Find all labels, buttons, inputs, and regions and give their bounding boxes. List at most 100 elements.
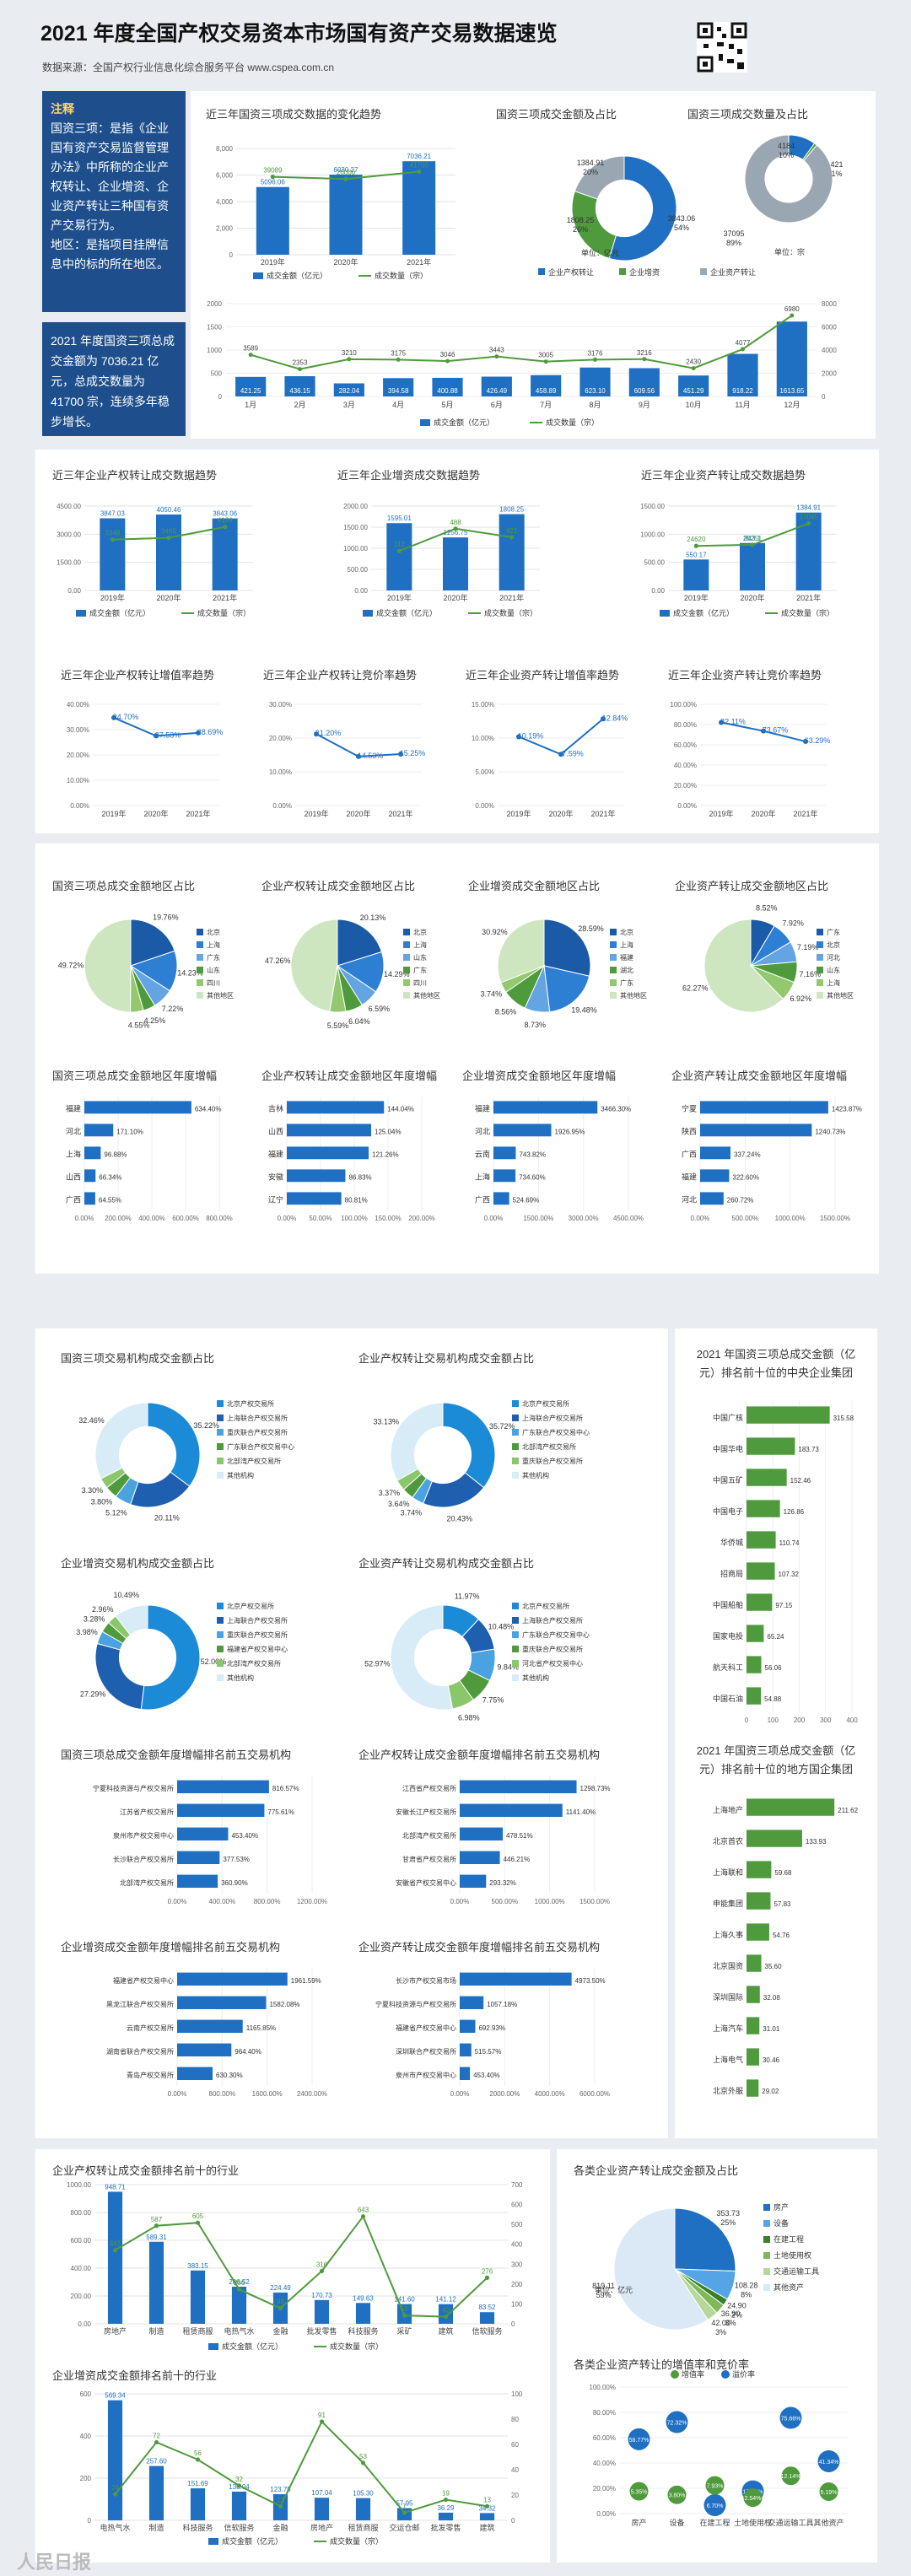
bar-value-label: 171.10%: [116, 1129, 143, 1136]
legend-label: 成交数量（宗）: [330, 2342, 383, 2351]
chart-title: 企业产权转让成交金额地区年度增幅: [261, 1070, 438, 1082]
bar: [333, 383, 364, 396]
bar: [177, 1972, 288, 1986]
growth-bubble: [629, 2482, 649, 2501]
category-label: 江西省产权交易所: [402, 1784, 456, 1792]
line-value-label: 3443: [489, 347, 504, 354]
line-value-label: 3589: [243, 345, 258, 353]
line-value-label: 25251: [743, 535, 763, 542]
pie-slice: [337, 919, 383, 967]
chart-title: 企业产权转让成交金额排名前十的行业: [52, 2164, 240, 2177]
legend-label: 河北省产权交易中心: [522, 1659, 583, 1668]
donut-hole: [118, 1425, 177, 1485]
watermark-logo: 人民日报: [17, 2552, 92, 2573]
chart-title: 企业增资成交金额年度增幅排名前五交易机构: [61, 1941, 281, 1954]
count-point: [741, 347, 745, 352]
bar: [355, 2303, 371, 2324]
legend-swatch: [363, 610, 373, 617]
slice-value-label: 1384.91: [577, 159, 605, 167]
bar: [190, 2270, 206, 2324]
line-value-label: 42: [442, 2307, 450, 2315]
category-label: 中国华电: [713, 1444, 743, 1453]
slice-value-label: 4184: [778, 142, 795, 150]
slice-pct-label: 19.76%: [153, 913, 179, 921]
line-value-label: 91: [318, 2412, 326, 2419]
slice-pct-label: 2.96%: [92, 1605, 114, 1614]
category-label: 上海: [475, 1172, 490, 1182]
slice-pct-label: 6.98%: [458, 1714, 480, 1722]
slice-pct-label: 62.27%: [682, 984, 709, 993]
bar: [386, 523, 412, 590]
bar-value-label: 515.57%: [475, 2048, 502, 2056]
bar-value-label: 421.25: [240, 387, 261, 395]
bar-value-label: 4050.46: [157, 506, 181, 514]
bar-value-label: 948.71: [105, 2183, 126, 2191]
legend-label: 上海联合产权交易所: [522, 1414, 583, 1422]
chart-title: 国资三项成交金额及占比: [496, 108, 617, 121]
count-point: [278, 2305, 283, 2311]
bar-value-label: 126.86: [784, 1508, 805, 1516]
bar-value-label: 293.32%: [489, 1879, 516, 1887]
x-tick-label: 其他资产: [813, 2518, 844, 2527]
bar-value-label: 54.76: [773, 1932, 790, 1939]
bar: [747, 1593, 773, 1611]
legend-swatch: [76, 610, 86, 617]
legend-swatch: [671, 2370, 679, 2379]
count-point: [360, 2214, 366, 2219]
category-label: 安徽省产权交易中心: [396, 1878, 456, 1887]
count-point: [236, 2483, 242, 2488]
bar-value-label: 224.49: [270, 2284, 291, 2292]
bar: [747, 2048, 759, 2066]
bar-value-label: 446.21%: [504, 1856, 531, 1863]
x-tick-label: 2019年: [709, 809, 733, 818]
bar-value-label: 56.06: [765, 1664, 783, 1672]
legend-label: 上海: [620, 940, 633, 949]
bar: [493, 1192, 509, 1205]
x-tick-label: 6月: [491, 401, 503, 409]
legend-label: 广东: [207, 953, 220, 962]
bar-value-label: 141.60: [394, 2296, 415, 2304]
x-tick-label: 12月: [784, 401, 800, 409]
x-tick-label: 400.00%: [138, 1215, 165, 1222]
count-point: [195, 2457, 201, 2462]
legend-swatch: [763, 2252, 770, 2259]
slice-pct-label: 52.97%: [364, 1659, 391, 1668]
y-tick-label: 0.00: [78, 2320, 91, 2328]
category-label: 甘肃省产权交易所: [402, 1855, 456, 1863]
slice-pct-label: 19.48%: [571, 1006, 597, 1015]
count-point: [494, 354, 499, 359]
bar-value-label: 36.29: [437, 2504, 455, 2512]
slice-pct-label: 54%: [674, 224, 689, 232]
x-tick-label: 6000.00%: [579, 2090, 610, 2098]
pie-slice: [674, 2207, 736, 2272]
bubble-value-label: 41.34%: [819, 2460, 839, 2466]
line-value-label: 41700: [410, 161, 429, 169]
category-label: 北部湾产权交易所: [120, 1878, 174, 1887]
bar-value-label: 1961.59%: [291, 1977, 321, 1985]
point-value-label: 15.25%: [400, 749, 426, 757]
unit-label: 单位：亿元: [581, 248, 619, 257]
line-value-label: 93: [277, 2298, 284, 2306]
bar-value-label: 57.95: [396, 2500, 413, 2508]
qr-code-icon[interactable]: [697, 22, 747, 73]
bar-value-label: 65.24: [767, 1633, 784, 1641]
bar: [443, 537, 468, 590]
legend-label: 土地使用权: [774, 2250, 811, 2260]
x-tick-label: 2021年: [499, 593, 524, 602]
bar-value-label: 152.46: [790, 1477, 811, 1485]
x-tick-label: 房地产: [310, 2523, 333, 2532]
data-source-line: 数据来源：全国产权行业信息化综合服务平台 www.cspea.com.cn: [42, 62, 335, 73]
legend-swatch: [217, 1660, 224, 1667]
bar: [493, 1101, 598, 1114]
slice-pct-label: 10.49%: [113, 1591, 139, 1599]
y-tick-label: 2000.00: [343, 503, 368, 510]
legend-label: 北京: [207, 928, 220, 936]
slice-pct-label: 52.00%: [201, 1657, 227, 1666]
y-tick-label: 2000: [207, 300, 222, 308]
y-tick-label: 60.00%: [674, 741, 697, 749]
count-line: [250, 315, 793, 370]
category-label: 江苏省产权交易所: [120, 1808, 174, 1816]
category-label: 中国石油: [713, 1694, 743, 1703]
x-tick-label: 2月: [294, 401, 305, 409]
count-point: [298, 367, 302, 372]
